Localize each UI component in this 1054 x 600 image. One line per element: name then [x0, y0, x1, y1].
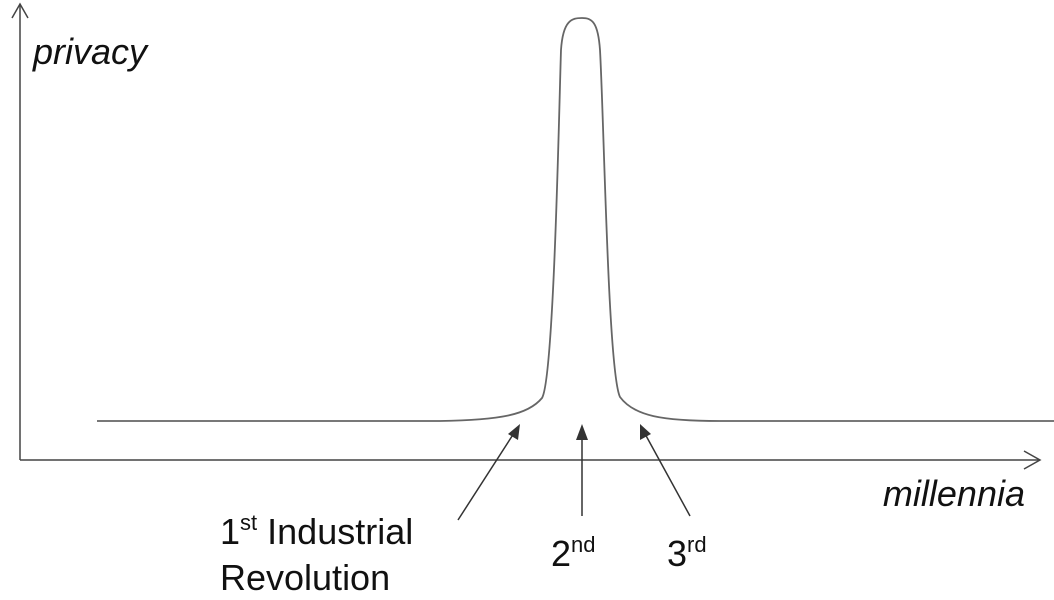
annotation-line: Industrial	[267, 511, 413, 552]
y-axis-arrowhead	[11, 2, 29, 19]
annotation-number: 2	[551, 533, 571, 574]
annotation-number: 3	[667, 533, 687, 574]
annotation-1-line-2: Revolution	[220, 557, 390, 598]
pointer-1	[457, 429, 517, 521]
pointer-arrows	[457, 429, 691, 521]
x-axis-arrowhead	[1023, 450, 1042, 470]
annotation-number: 1	[220, 511, 240, 552]
annotation-suffix: st	[240, 510, 257, 535]
y-axis-label: privacy	[32, 31, 149, 72]
annotation-2: 2nd	[551, 532, 596, 574]
arrowhead-1	[508, 424, 520, 440]
x-axis-label: millennia	[883, 473, 1025, 514]
privacy-curve	[97, 17, 1054, 422]
annotation-suffix: nd	[571, 532, 595, 557]
arrowhead-3	[640, 424, 651, 440]
annotation-suffix: rd	[687, 532, 707, 557]
pointer-3	[643, 431, 691, 517]
annotation-3: 3rd	[667, 532, 707, 574]
annotation-1: 1st Industrial	[220, 510, 413, 552]
arrowhead-2	[576, 424, 588, 440]
